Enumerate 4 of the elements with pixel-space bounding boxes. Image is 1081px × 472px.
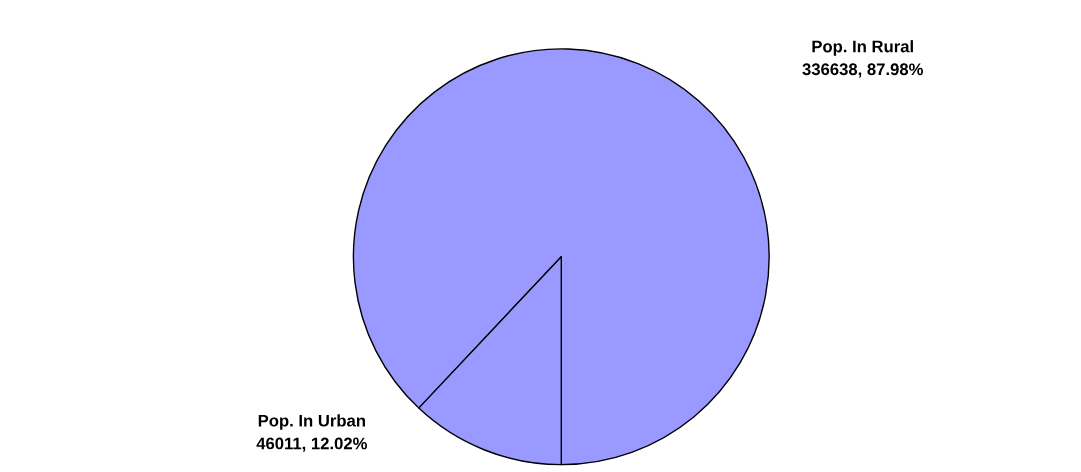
data-label: 336638, 87.98% (802, 63, 923, 78)
data-label: 46011, 12.02% (256, 437, 367, 452)
slice-label: Pop. In Rural (812, 40, 913, 56)
slice-label: Pop. In Urban (258, 414, 365, 430)
